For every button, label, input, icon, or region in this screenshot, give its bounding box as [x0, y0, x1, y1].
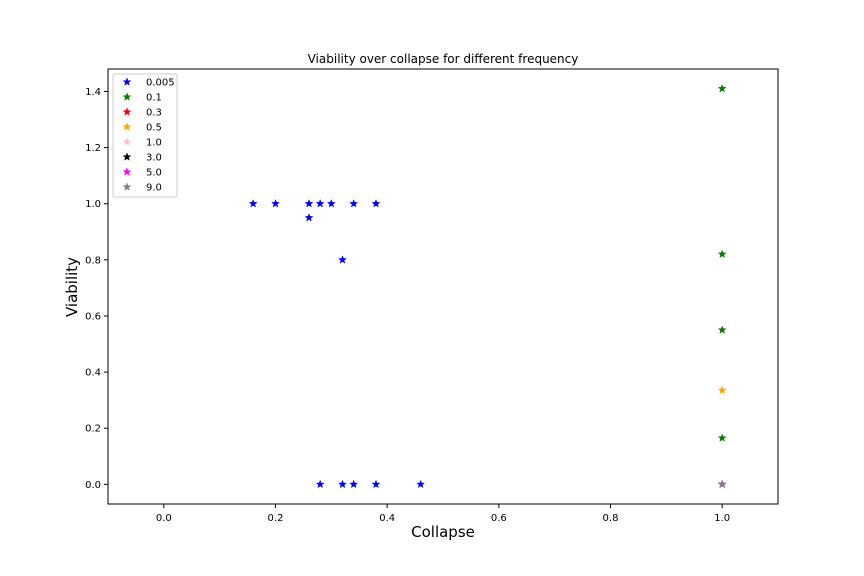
data-point-0.005 [271, 198, 280, 208]
data-point-0.005 [304, 198, 314, 208]
data-point-0.005 [326, 198, 336, 208]
y-tick-label: 1.2 [85, 143, 101, 154]
data-point-0.005 [349, 479, 359, 489]
legend-marker [122, 92, 132, 101]
legend-label: 1.0 [146, 138, 162, 149]
legend-label: 5.0 [146, 168, 162, 179]
legend-marker [122, 182, 132, 191]
legend-marker [122, 107, 132, 116]
legend-label: 0.005 [146, 78, 175, 89]
legend-label: 9.0 [146, 183, 162, 194]
y-axis-label: Viability [63, 257, 81, 317]
data-point-0.005 [304, 213, 314, 222]
y-tick-label: 0.2 [85, 424, 101, 435]
x-tick-label: 1.0 [714, 513, 730, 524]
legend-label: 0.5 [146, 123, 162, 134]
data-point-0.005 [248, 198, 258, 208]
legend-label: 3.0 [146, 153, 162, 164]
y-tick-label: 0.6 [85, 311, 101, 322]
legend: 0.005 0.1 0.3 0.5 1.0 3.0 5.0 9.0 [112, 73, 178, 198]
data-point-0.005 [338, 255, 347, 264]
data-point-0.1 [717, 433, 727, 442]
legend-marker [122, 167, 132, 176]
chart-title: Viability over collapse for different fr… [308, 52, 579, 66]
plot-area [107, 68, 779, 505]
data-point-0.1 [717, 325, 727, 334]
data-point-0.5 [717, 385, 727, 395]
data-point-9.0 [717, 479, 727, 489]
y-tick-label: 1.4 [85, 87, 101, 98]
data-point-0.005 [416, 479, 426, 489]
data-point-0.005 [371, 198, 381, 208]
x-axis: 0.0 0.2 0.4 0.6 0.8 1.0 [156, 504, 730, 524]
x-tick-label: 0.8 [603, 513, 619, 524]
y-tick-label: 1.0 [85, 199, 101, 210]
x-tick-label: 0.6 [491, 513, 507, 524]
x-tick-label: 0.0 [156, 513, 172, 524]
legend-marker [122, 152, 132, 161]
data-point-0.005 [338, 479, 347, 489]
data-point-0.1 [717, 249, 727, 259]
y-axis: 0.0 0.2 0.4 0.6 0.8 1.0 1.2 1.4 [85, 87, 108, 491]
legend-label: 0.3 [146, 108, 162, 119]
x-axis-label: Collapse [411, 523, 475, 541]
data-point-0.1 [717, 83, 727, 93]
x-tick-label: 0.4 [379, 513, 395, 524]
x-tick-label: 0.2 [268, 513, 284, 524]
data-points [248, 83, 727, 489]
y-tick-label: 0.8 [85, 255, 101, 266]
y-tick-label: 0.0 [85, 480, 101, 491]
data-point-0.005 [315, 198, 325, 208]
y-tick-label: 0.4 [85, 368, 101, 379]
plot-frame [107, 68, 779, 505]
legend-label: 0.1 [146, 93, 162, 104]
legend-box [112, 73, 178, 198]
data-point-0.005 [315, 479, 325, 489]
legend-marker [122, 77, 132, 86]
legend-marker [122, 122, 132, 131]
data-point-0.005 [371, 479, 381, 489]
data-point-0.005 [349, 198, 359, 208]
legend-marker [122, 137, 132, 146]
